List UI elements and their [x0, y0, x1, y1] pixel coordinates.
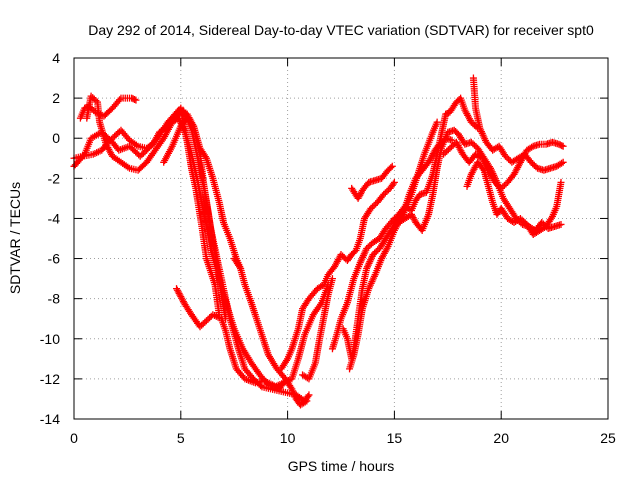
series-marks — [76, 94, 140, 122]
y-tick-label: 4 — [52, 50, 60, 66]
series-arc-r — [299, 275, 336, 383]
series-arc-m — [440, 138, 567, 192]
axis-ticks: 0 5 10 15 20 25 -14 -12 -10 -8 -6 -4 -2 0 2 4 — [40, 50, 616, 446]
series-marks — [328, 118, 441, 353]
series-arc-p — [175, 106, 230, 323]
series-marks — [463, 158, 565, 238]
x-tick-label: 20 — [493, 430, 509, 446]
x-tick-label: 25 — [600, 430, 616, 446]
series-marks — [348, 162, 396, 202]
series-arc-n — [463, 158, 565, 238]
y-tick-label: -4 — [48, 210, 61, 226]
series-arc-g — [230, 255, 311, 409]
x-tick-label: 10 — [280, 430, 296, 446]
series-marks — [230, 255, 311, 409]
series-arc-h — [277, 178, 398, 373]
series-marks — [440, 138, 567, 192]
y-tick-label: -12 — [40, 371, 60, 387]
series-marks — [299, 275, 336, 383]
x-axis-label: GPS time / hours — [288, 458, 395, 474]
y-tick-label: -8 — [48, 291, 61, 307]
series-marks — [173, 285, 287, 393]
y-axis-label: SDTVAR / TECUs — [7, 182, 23, 294]
y-tick-label: 0 — [52, 130, 60, 146]
y-tick-label: -6 — [48, 251, 61, 267]
series-arc-o — [469, 74, 567, 174]
x-tick-label: 15 — [387, 430, 403, 446]
x-tick-label: 5 — [177, 430, 185, 446]
series-arc-q — [348, 162, 396, 202]
series-arc-k — [328, 118, 441, 353]
y-tick-label: -2 — [48, 170, 61, 186]
y-tick-label: -10 — [40, 331, 60, 347]
plot-frame — [73, 57, 609, 420]
series-arc-f — [173, 285, 287, 393]
series-marks — [277, 178, 398, 373]
y-tick-label: 2 — [52, 90, 60, 106]
series-marks — [469, 74, 567, 174]
chart-title: Day 292 of 2014, Sidereal Day-to-day VTE… — [88, 22, 594, 38]
grid-lines — [74, 58, 608, 419]
x-tick-label: 0 — [70, 430, 78, 446]
series-marks — [175, 106, 230, 323]
y-tick-label: -14 — [40, 411, 60, 427]
data-markers — [70, 74, 567, 409]
series-arc-c — [76, 94, 140, 122]
